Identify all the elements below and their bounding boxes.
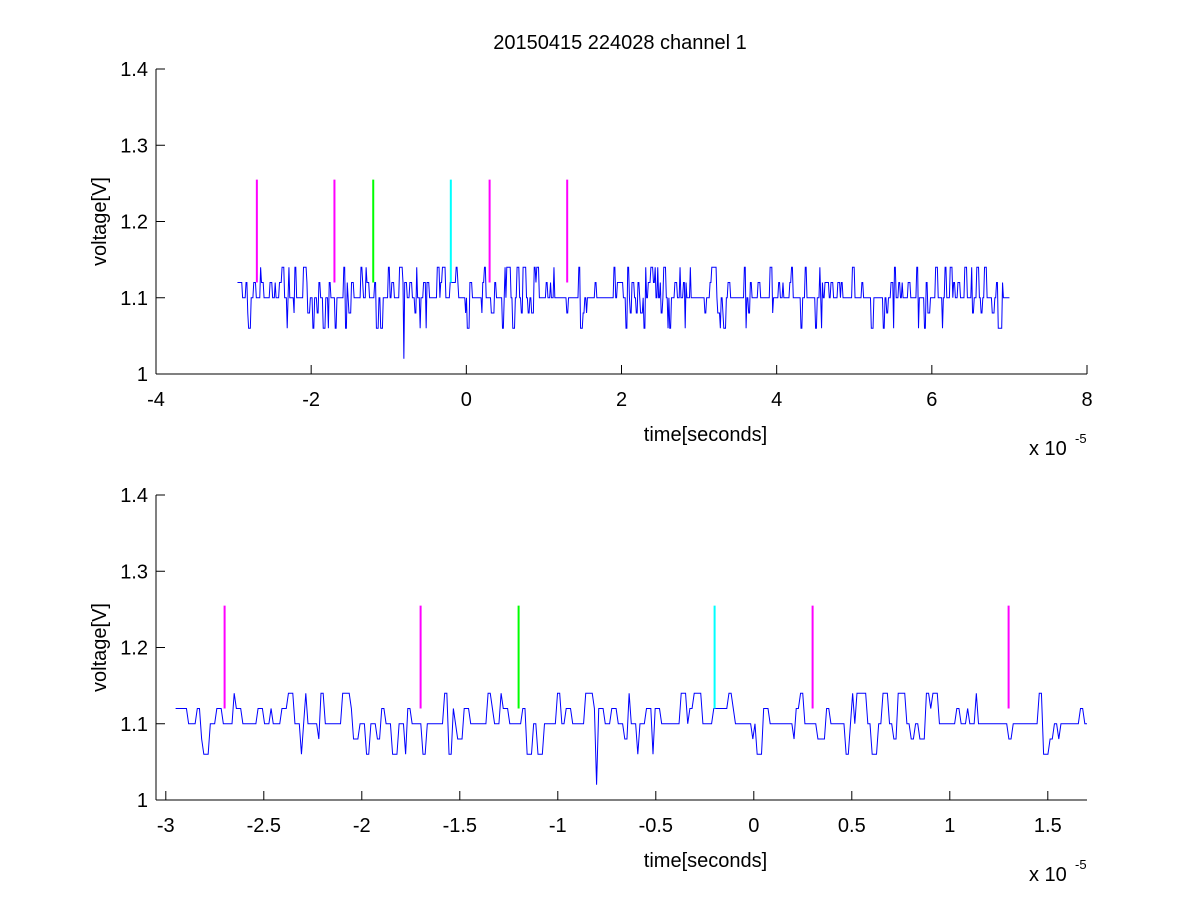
x-tick-label: -0.5 xyxy=(639,815,673,837)
x-multiplier-exponent: -5 xyxy=(1075,857,1087,872)
chart-title: 20150415 224028 channel 1 xyxy=(493,32,747,54)
x-tick-label: -2.5 xyxy=(247,815,281,837)
x-tick-label: 0 xyxy=(461,389,472,411)
x-tick-label: 0 xyxy=(748,815,759,837)
x-tick-label: -3 xyxy=(157,815,175,837)
y-tick-label: 1.1 xyxy=(120,288,148,310)
x-axis-label: time[seconds] xyxy=(644,850,767,872)
x-tick-label: 1.5 xyxy=(1034,815,1062,837)
axes: -3 -2.5 -2 -1.5 -1 -0.5 0 0.5 1 1.5 1 1.1 1.2 1.3 1.4 xyxy=(120,485,1087,837)
y-axis-label: voltage[V] xyxy=(89,177,111,266)
x-tick-label: 8 xyxy=(1081,389,1092,411)
y-tick-label: 1.4 xyxy=(120,59,148,81)
x-tick-label: 2 xyxy=(616,389,627,411)
bottom-plot: -3 -2.5 -2 -1.5 -1 -0.5 0 0.5 1 1.5 1 1.1 1.2 1.3 1.4 t… xyxy=(89,485,1087,886)
x-tick-label: -2 xyxy=(302,389,320,411)
y-tick-label: 1.2 xyxy=(120,638,148,660)
y-tick-label: 1.3 xyxy=(120,561,148,583)
top-plot: -4 -2 0 2 4 6 8 1 1.1 1.2 1.3 1.4 time[seconds] volta… xyxy=(89,59,1093,460)
y-tick-label: 1.3 xyxy=(120,135,148,157)
x-multiplier-exponent: -5 xyxy=(1075,431,1087,446)
y-tick-label: 1.1 xyxy=(120,714,148,736)
x-axis-label: time[seconds] xyxy=(644,424,767,446)
signal-trace xyxy=(237,266,1010,359)
x-tick-label: 4 xyxy=(771,389,782,411)
x-multiplier-label: x 10 xyxy=(1029,864,1067,886)
signal-trace xyxy=(175,692,1087,785)
y-axis-label: voltage[V] xyxy=(89,603,111,692)
x-tick-label: -4 xyxy=(147,389,165,411)
y-tick-label: 1.2 xyxy=(120,212,148,234)
x-tick-label: -1.5 xyxy=(443,815,477,837)
x-multiplier-label: x 10 xyxy=(1029,438,1067,460)
x-tick-label: 0.5 xyxy=(838,815,866,837)
x-tick-label: -2 xyxy=(353,815,371,837)
y-tick-label: 1 xyxy=(137,364,148,386)
y-tick-label: 1.4 xyxy=(120,485,148,507)
x-tick-label: 1 xyxy=(944,815,955,837)
axes: -4 -2 0 2 4 6 8 1 1.1 1.2 1.3 1.4 xyxy=(120,59,1092,411)
x-tick-label: -1 xyxy=(549,815,567,837)
y-tick-label: 1 xyxy=(137,790,148,812)
x-tick-label: 6 xyxy=(926,389,937,411)
